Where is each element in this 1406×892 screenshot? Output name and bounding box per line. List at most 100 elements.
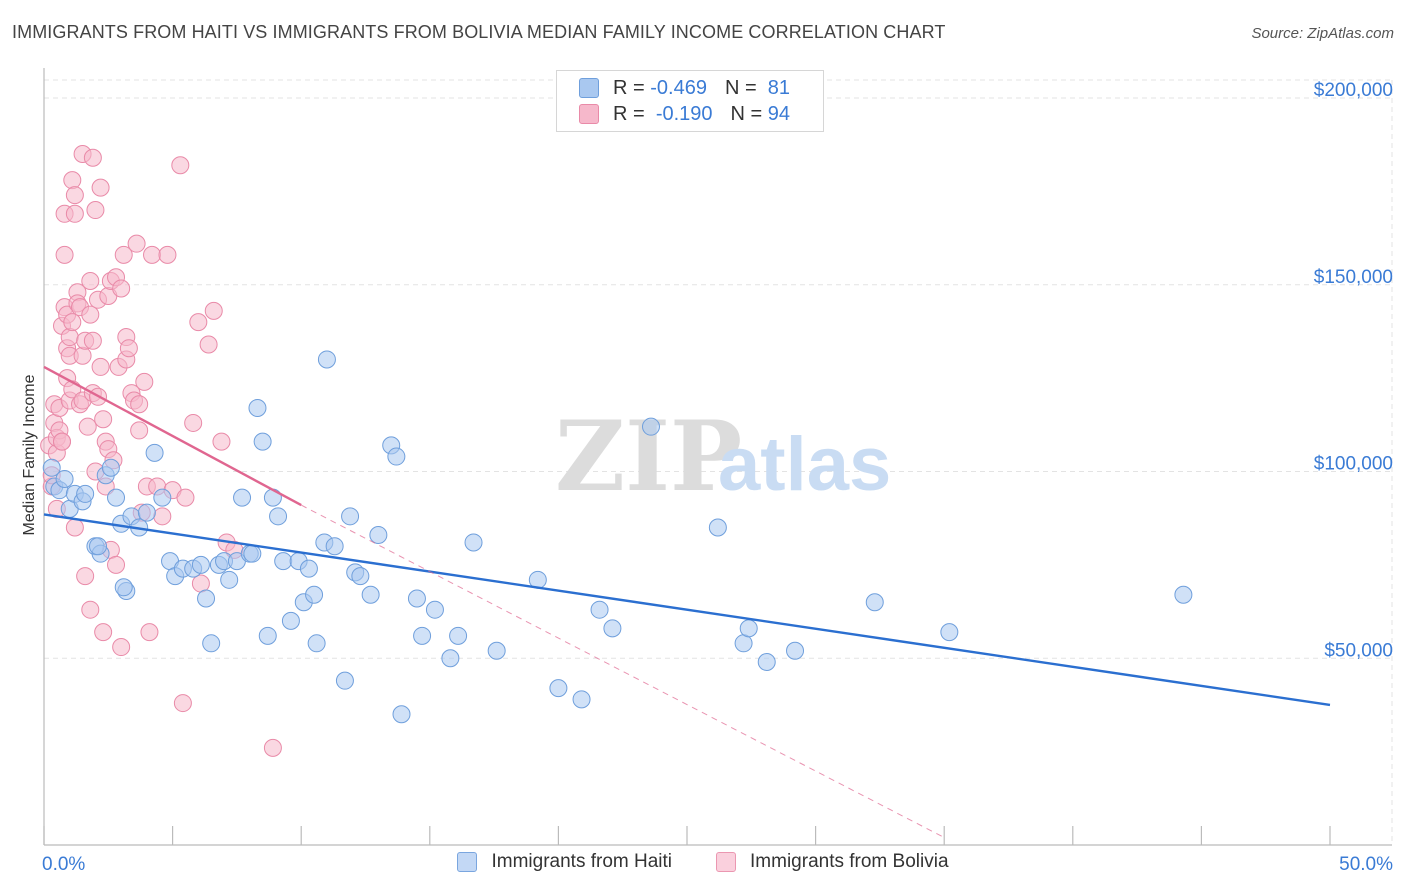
bolivia-point-44	[86, 201, 105, 220]
x-tick-label-1: 50.0%	[1339, 854, 1393, 875]
haiti-point-73	[739, 619, 758, 638]
gridlines	[44, 79, 1393, 845]
haiti-point-45	[307, 634, 326, 653]
bolivia-point-74	[135, 372, 154, 391]
bolivia-point-11	[53, 432, 72, 451]
bolivia-point-82	[171, 156, 190, 175]
bolivia-point-51	[94, 410, 113, 429]
haiti-point-70	[641, 417, 660, 436]
haiti-point-3	[55, 469, 74, 488]
bolivia-point-80	[158, 245, 177, 264]
bolivia-point-64	[114, 245, 133, 264]
bolivia-point-25	[65, 186, 84, 205]
bolivia-point-41	[83, 148, 102, 167]
trend-lines	[43, 365, 1331, 838]
haiti-point-63	[464, 533, 483, 552]
bolivia-point-79	[153, 507, 172, 526]
haiti-point-37	[263, 488, 282, 507]
haiti-point-72	[734, 634, 753, 653]
legend-swatch-haiti	[579, 78, 599, 98]
bolivia-point-87	[191, 574, 210, 593]
bolivia-point-83	[173, 694, 192, 713]
bolivia-point-37	[78, 417, 97, 436]
bolivia-point-49	[91, 357, 110, 376]
bolivia-points	[40, 145, 282, 757]
legend-label-haiti: Immigrants from Haiti	[491, 851, 673, 872]
x-tick-label-0: 0.0%	[42, 854, 85, 875]
haiti-point-66	[549, 679, 568, 698]
haiti-point-50	[341, 507, 360, 526]
bolivia-point-90	[212, 432, 231, 451]
legend-n-value-haiti: 81	[767, 76, 791, 99]
haiti-point-67	[572, 690, 591, 709]
haiti-point-71	[708, 518, 727, 537]
haiti-point-18	[145, 443, 164, 462]
bolivia-point-33	[73, 346, 92, 365]
haiti-point-52	[351, 567, 370, 586]
haiti-point-79	[114, 578, 133, 597]
bolivia-point-38	[81, 272, 100, 291]
haiti-point-54	[369, 525, 388, 544]
bolivia-point-93	[263, 738, 282, 757]
haiti-point-77	[940, 623, 959, 642]
haiti-point-29	[220, 570, 239, 589]
bolivia-point-86	[189, 313, 208, 332]
legend-r-value-bolivia: -0.190	[655, 102, 713, 125]
haiti-point-80	[89, 537, 108, 556]
haiti-point-53	[361, 585, 380, 604]
bolivia-point-63	[112, 638, 131, 657]
haiti-point-35	[253, 432, 272, 451]
bolivia-point-89	[204, 301, 223, 320]
bolivia-point-72	[130, 421, 149, 440]
bolivia-point-40	[81, 600, 100, 619]
y-tick-label-1: $100,000	[1314, 454, 1393, 475]
haiti-point-49	[335, 671, 354, 690]
bolivia-point-27	[65, 518, 84, 537]
chart-title: IMMIGRANTS FROM HAITI VS IMMIGRANTS FROM…	[12, 22, 946, 42]
haiti-point-26	[202, 634, 221, 653]
legend: R = -0.469 N = 81 R = -0.190 N = 94	[556, 70, 824, 132]
bolivia-point-85	[184, 413, 203, 432]
bolivia-point-36	[76, 567, 95, 586]
y-axis-label: Median Family Income	[21, 374, 38, 535]
haiti-point-39	[274, 552, 293, 571]
haiti-point-19	[153, 488, 172, 507]
legend-r-label: R =	[613, 76, 645, 99]
bolivia-point-60	[107, 555, 126, 574]
haiti-point-78	[1174, 585, 1193, 604]
y-tick-label-3: $200,000	[1314, 80, 1393, 101]
bolivia-point-84	[176, 488, 195, 507]
haiti-trend-line	[43, 513, 1331, 707]
haiti-point-61	[441, 649, 460, 668]
legend-item-bolivia: Immigrants from Bolivia	[716, 851, 949, 873]
haiti-point-24	[191, 555, 210, 574]
legend-swatch-bolivia	[579, 104, 599, 124]
haiti-point-76	[865, 593, 884, 612]
haiti-point-69	[603, 619, 622, 638]
series-legend: Immigrants from Haiti Immigrants from Bo…	[0, 851, 1406, 873]
haiti-point-58	[407, 589, 426, 608]
legend-row-bolivia: R = -0.190 N = 94	[579, 102, 790, 126]
bolivia-point-26	[65, 204, 84, 223]
bolivia-point-50	[94, 623, 113, 642]
bolivia-point-24	[63, 171, 82, 190]
haiti-point-12	[107, 488, 126, 507]
source-credit: Source: ZipAtlas.com	[1251, 25, 1394, 42]
bolivia-point-14	[55, 245, 74, 264]
y-tick-label-2: $150,000	[1314, 267, 1393, 288]
haiti-point-38	[269, 507, 288, 526]
haiti-point-44	[305, 585, 324, 604]
haiti-point-33	[243, 544, 262, 563]
watermark-atlas: atlas	[718, 422, 891, 507]
bolivia-point-19	[60, 328, 79, 347]
haiti-point-17	[137, 503, 156, 522]
axes	[43, 68, 1392, 846]
bolivia-trend-extension	[300, 504, 945, 838]
haiti-point-56	[387, 447, 406, 466]
haiti-point-59	[413, 626, 432, 645]
bolivia-point-62	[112, 279, 131, 298]
legend-row-haiti: R = -0.469 N = 81	[579, 76, 790, 100]
haiti-point-64	[487, 641, 506, 660]
bolivia-trend-line	[43, 365, 302, 507]
legend-swatch-bolivia	[716, 852, 737, 872]
